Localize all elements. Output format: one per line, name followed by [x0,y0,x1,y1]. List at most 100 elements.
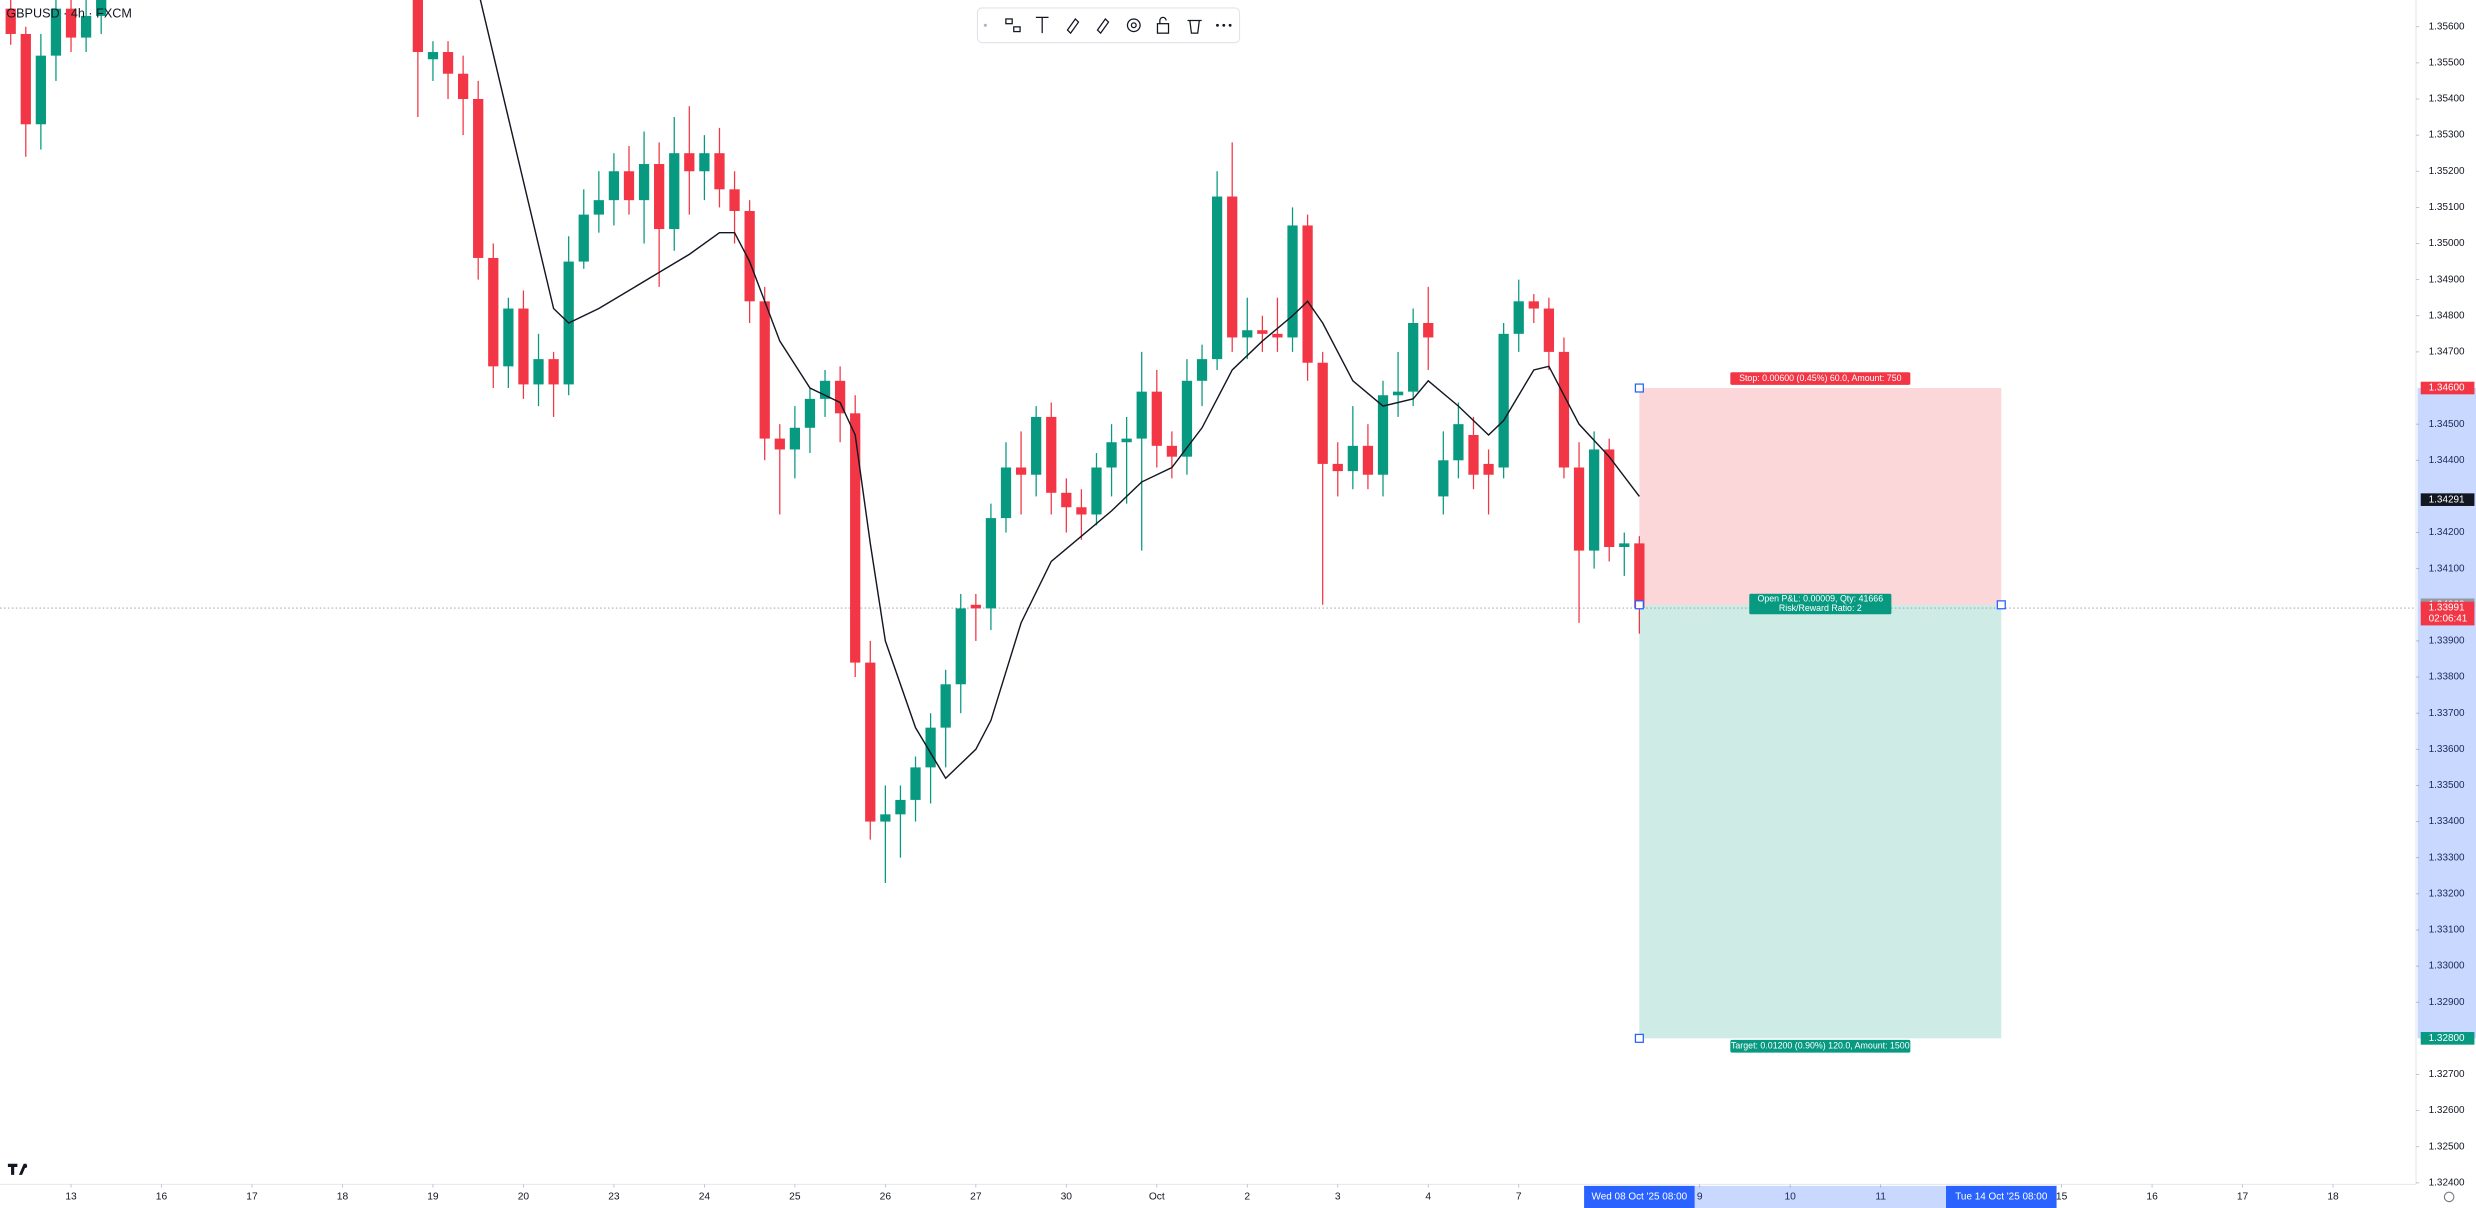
candle-body [880,814,891,822]
candle-body [473,98,484,258]
stop-label-box [1730,372,1911,385]
y-tick-label: 1.33800 [2429,672,2465,683]
pnl-label: Open P&L: 0.00009, Qty: 41666 [1757,594,1883,604]
candle-body [488,257,499,367]
candle-body [442,52,454,74]
candle-body [65,8,77,38]
candle-body [623,171,635,201]
more-dot[interactable] [1216,23,1219,27]
candle-body [714,153,725,190]
drag-handle[interactable] [983,23,987,27]
y-tick-label: 1.34400 [2429,455,2465,466]
candle-body [1498,333,1509,468]
axis-settings-icon[interactable] [2443,1191,2455,1203]
candle-body [1513,301,1524,334]
candle-body [955,608,966,685]
candle-body [533,359,544,385]
candle-body [970,604,981,609]
candle-body [1362,445,1374,475]
price-marker [2420,601,2475,626]
candle-body [1151,391,1162,446]
candle-body [412,0,423,53]
candle-body [578,214,589,262]
candle-body [1046,416,1057,493]
price-marker-label: 1.33991 [2429,603,2465,614]
candle-body [774,438,785,450]
candle-body [20,33,31,125]
template-icon-part [1013,26,1021,33]
price-marker [2420,381,2475,395]
x-tick-label: 25 [789,1192,801,1203]
candle-body [96,0,107,16]
candle-body [910,767,921,800]
settings-icon[interactable] [1126,18,1141,33]
candle-body [1287,225,1298,338]
candle-body [1076,507,1087,515]
candle-body [1091,467,1102,515]
time-marker-label: Wed 08 Oct '25 08:00 [1592,1192,1688,1203]
candle-body [865,662,876,822]
candle-body [1604,449,1615,547]
time-marker-label: Tue 14 Oct '25 08:00 [1955,1192,2048,1203]
candle-body [1588,449,1600,551]
candle-body [1423,322,1434,338]
moving-average-line [479,0,1640,780]
candle-body [593,200,604,215]
position-handle [1634,383,1644,393]
x-tick-label: 7 [1516,1192,1522,1203]
lock-icon[interactable] [1156,23,1170,34]
position-handle [1996,600,2006,610]
y-tick-label: 1.34500 [2429,419,2465,430]
y-tick-label: 1.33900 [2429,636,2465,647]
candle-body [1136,391,1147,439]
fill-color-icon[interactable] [1096,17,1110,35]
candle-body [1196,359,1208,381]
candle-body [518,308,529,385]
target-label: Target: 0.01200 (0.90%) 120.0, Amount: 1… [1731,1041,1910,1051]
price-marker-label: 1.34600 [2429,383,2465,394]
x-tick-label: 17 [246,1192,258,1203]
line-color-icon[interactable] [1066,17,1080,35]
price-marker [2420,1032,2475,1045]
target-label-box [1730,1039,1911,1053]
x-tick-label: 26 [880,1192,892,1203]
y-tick-label: 1.33200 [2429,888,2465,899]
delete-icon[interactable] [1187,19,1202,34]
logo-dot [23,1164,28,1169]
candle-body [789,427,801,450]
candle-body [80,15,92,38]
x-tick-label: 3 [1335,1192,1341,1203]
time-marker [1946,1185,2057,1208]
candle-body [834,380,846,414]
candle-body [1106,442,1117,468]
y-tick-label: 1.32400 [2429,1177,2465,1188]
x-tick-label: 16 [156,1192,168,1203]
x-tick-label: 4 [1425,1192,1431,1203]
candle-body [427,52,439,60]
y-tick-label: 1.33100 [2429,925,2465,936]
candle-body [940,684,951,728]
candle-body [50,8,62,56]
candle-body [1242,330,1253,338]
candle-body [669,153,680,230]
candle-body [819,380,831,399]
more-dot [1222,23,1226,27]
candle-body [1347,445,1358,472]
settings-icon-core [1130,22,1137,29]
y-tick-label: 1.33600 [2429,744,2465,755]
candle-body [850,413,861,663]
pnl-label-box [1749,593,1892,615]
candle-body [1392,391,1404,396]
y-tick-label: 1.35100 [2429,202,2465,213]
y-tick-label: 1.34700 [2429,347,2465,358]
y-tick-label: 1.32700 [2429,1069,2465,1080]
x-tick-label: 23 [608,1192,620,1203]
candle-body [1573,467,1585,551]
plot-area: Stop: 0.00600 (0.45%) 60.0, Amount: 750 O… [0,0,2416,1053]
text-icon[interactable] [1035,16,1049,34]
x-tick-label: 27 [970,1192,982,1203]
candle-body [1302,225,1313,363]
more-dot [1228,23,1232,27]
template-icon[interactable] [1005,18,1013,25]
